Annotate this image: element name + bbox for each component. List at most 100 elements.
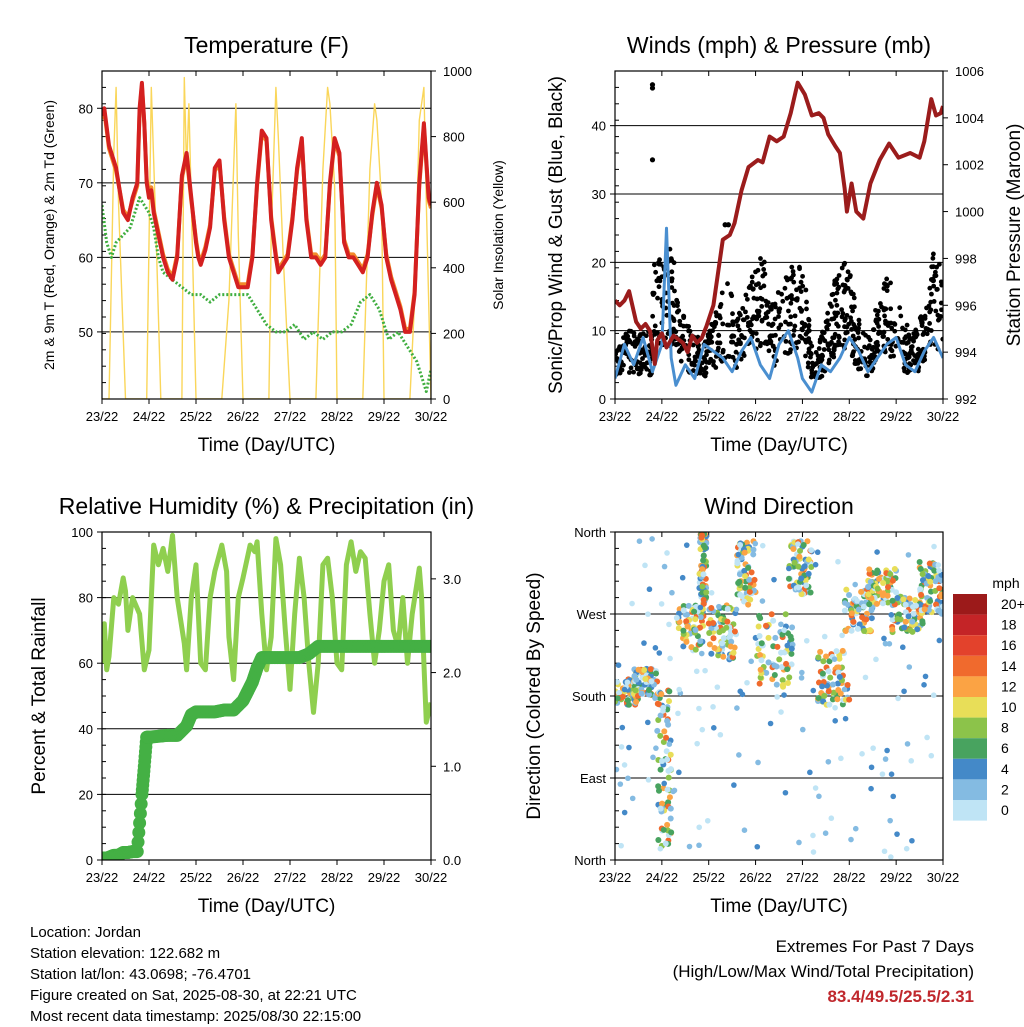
gust-point — [677, 318, 683, 324]
direction-point — [874, 585, 881, 592]
gust-point — [935, 312, 941, 318]
direction-point — [646, 586, 653, 593]
direction-point — [815, 694, 822, 701]
direction-point — [708, 590, 715, 596]
gust-point — [696, 347, 702, 353]
direction-point — [675, 625, 682, 632]
gust-point — [656, 284, 662, 290]
gust-point — [840, 311, 846, 316]
direction-point — [720, 635, 727, 642]
gust-point — [672, 288, 677, 294]
direction-point — [698, 534, 705, 541]
y-right-axis-label: Solar Insolation (Yellow) — [490, 160, 506, 310]
plot-area — [615, 532, 943, 860]
gust-point — [740, 317, 746, 323]
direction-point — [834, 696, 841, 703]
direction-point — [667, 751, 674, 758]
direction-point — [635, 666, 642, 673]
direction-point — [710, 725, 717, 731]
gust-point — [873, 318, 879, 324]
precip-point — [131, 835, 145, 849]
precip-point — [132, 826, 146, 840]
direction-point — [822, 830, 829, 836]
gust-point — [792, 313, 798, 319]
direction-point — [839, 647, 846, 654]
direction-point — [852, 825, 859, 832]
direction-point — [803, 582, 810, 589]
direction-point — [664, 786, 671, 793]
gust-point — [922, 357, 928, 363]
y-right-tick-label: 996 — [955, 298, 977, 313]
station-location: Location: Jordan — [30, 924, 141, 941]
y-right-tick-label: 1006 — [955, 64, 984, 79]
y-axis-label: 2m & 9m T (Red, Orange) & 2m Td (Green) — [41, 100, 57, 370]
direction-point — [874, 549, 880, 555]
gust-point — [647, 372, 653, 378]
gust-point — [617, 370, 623, 376]
gust-point — [829, 339, 834, 345]
gust-point — [845, 285, 851, 291]
gust-point — [729, 339, 734, 345]
direction-point — [842, 600, 848, 606]
direction-point — [868, 785, 874, 792]
direction-point — [808, 563, 815, 570]
x-tick-label: 23/22 — [599, 870, 632, 885]
direction-point — [666, 698, 673, 705]
gust-point — [834, 290, 840, 296]
direction-point — [756, 633, 763, 640]
direction-point — [755, 623, 762, 630]
direction-point — [723, 624, 730, 631]
direction-point — [642, 562, 648, 569]
direction-point — [710, 704, 716, 710]
direction-point — [759, 598, 766, 604]
direction-point — [843, 586, 850, 593]
direction-point — [660, 826, 667, 833]
gust-point — [690, 368, 696, 373]
direction-point — [754, 843, 761, 850]
legend-swatch — [953, 758, 987, 780]
direction-point — [736, 571, 743, 578]
direction-point — [741, 549, 748, 556]
direction-point — [655, 837, 662, 844]
legend-swatch — [953, 635, 987, 656]
direction-point — [841, 686, 848, 693]
gust-point — [759, 318, 765, 324]
series-line — [615, 80, 943, 366]
gust-point — [834, 302, 840, 308]
gust-point — [919, 319, 925, 325]
direction-point — [655, 783, 662, 790]
gust-point — [754, 316, 760, 322]
gust-point — [671, 260, 677, 266]
gust-point — [905, 340, 911, 345]
direction-point — [814, 549, 821, 556]
gust-point — [834, 321, 839, 327]
direction-point — [782, 611, 789, 618]
gust-point — [908, 350, 914, 356]
gust-point — [791, 327, 797, 333]
gust-point — [804, 299, 809, 305]
direction-point — [625, 701, 632, 708]
direction-point — [888, 612, 895, 618]
y-right-axis-label: Station Pressure (Maroon) — [1004, 124, 1024, 347]
direction-point — [742, 573, 749, 580]
gust-point — [803, 353, 808, 359]
direction-point — [779, 682, 786, 689]
direction-point — [884, 592, 891, 599]
direction-point — [649, 536, 655, 542]
direction-point — [880, 590, 887, 597]
gust-point — [705, 332, 711, 337]
gust-point — [798, 289, 804, 295]
direction-point — [938, 577, 943, 584]
gust-point — [856, 366, 861, 372]
plot-area — [102, 532, 431, 860]
direction-point — [919, 571, 926, 578]
direction-point — [670, 788, 677, 795]
direction-point — [881, 635, 887, 642]
gust-point — [743, 309, 748, 315]
gust-point — [905, 355, 911, 361]
direction-point — [786, 674, 793, 681]
gust-point — [779, 291, 784, 297]
direction-point — [664, 550, 670, 556]
gust-point — [867, 359, 873, 365]
direction-point — [927, 598, 934, 605]
